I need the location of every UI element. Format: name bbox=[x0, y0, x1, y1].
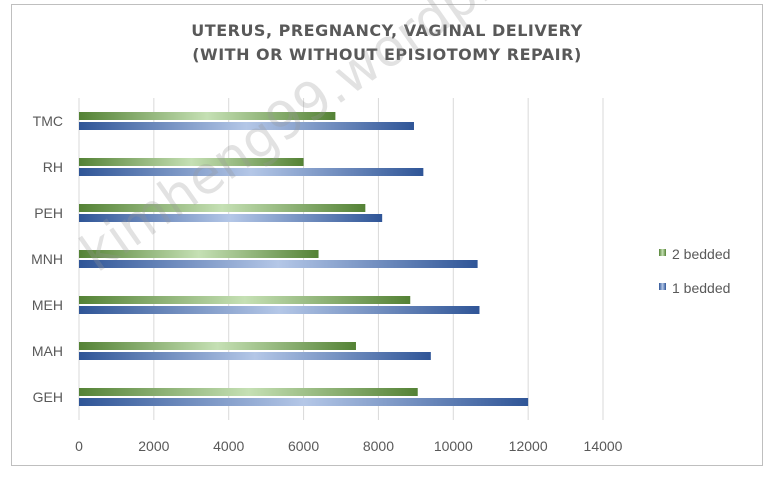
chart-title: UTERUS, PREGNANCY, VAGINAL DELIVERY (WIT… bbox=[12, 19, 762, 67]
bar-2-bedded-TMC bbox=[79, 112, 336, 120]
category-label: TMC bbox=[33, 113, 63, 129]
x-tick-label: 0 bbox=[75, 438, 83, 454]
x-tick-label: 8000 bbox=[363, 438, 394, 454]
x-tick-labels: 0 2000 4000 6000 8000 10000 12000 14000 bbox=[75, 438, 623, 454]
x-tick-label: 2000 bbox=[138, 438, 169, 454]
legend-swatch bbox=[659, 283, 666, 290]
category-label: PEH bbox=[34, 205, 63, 221]
bar-1-bedded-RH bbox=[79, 168, 424, 176]
bar-1-bedded-MNH bbox=[79, 260, 478, 268]
category-label: GEH bbox=[33, 389, 63, 405]
bars bbox=[79, 112, 529, 406]
bar-1-bedded-MAH bbox=[79, 352, 431, 360]
bar-1-bedded-PEH bbox=[79, 214, 383, 222]
category-label: MNH bbox=[31, 251, 63, 267]
category-label: MAH bbox=[32, 343, 63, 359]
legend-swatch bbox=[659, 249, 666, 256]
x-tick-label: 4000 bbox=[213, 438, 244, 454]
chart-title-line-2: (WITH OR WITHOUT EPISIOTOMY REPAIR) bbox=[192, 45, 582, 64]
bar-2-bedded-PEH bbox=[79, 204, 366, 212]
bar-2-bedded-GEH bbox=[79, 388, 418, 396]
category-label: MEH bbox=[32, 297, 63, 313]
legend-label: 1 bedded bbox=[672, 280, 730, 296]
legend-label: 2 bedded bbox=[672, 246, 730, 262]
bar-1-bedded-MEH bbox=[79, 306, 480, 314]
bar-2-bedded-MEH bbox=[79, 296, 411, 304]
bar-2-bedded-MAH bbox=[79, 342, 356, 350]
gridlines bbox=[78, 98, 604, 420]
bar-1-bedded-TMC bbox=[79, 122, 414, 130]
x-tick-label: 12000 bbox=[509, 438, 548, 454]
bar-1-bedded-GEH bbox=[79, 398, 529, 406]
category-label: RH bbox=[43, 159, 63, 175]
chart-title-line-1: UTERUS, PREGNANCY, VAGINAL DELIVERY bbox=[191, 21, 583, 40]
x-tick-label: 10000 bbox=[434, 438, 473, 454]
x-tick-label: 6000 bbox=[288, 438, 319, 454]
category-labels: TMC RH PEH MNH MEH MAH GEH bbox=[31, 113, 63, 405]
legend: 2 bedded 1 bedded bbox=[659, 246, 730, 296]
bar-2-bedded-MNH bbox=[79, 250, 319, 258]
x-tick-label: 14000 bbox=[584, 438, 623, 454]
bar-2-bedded-RH bbox=[79, 158, 304, 166]
